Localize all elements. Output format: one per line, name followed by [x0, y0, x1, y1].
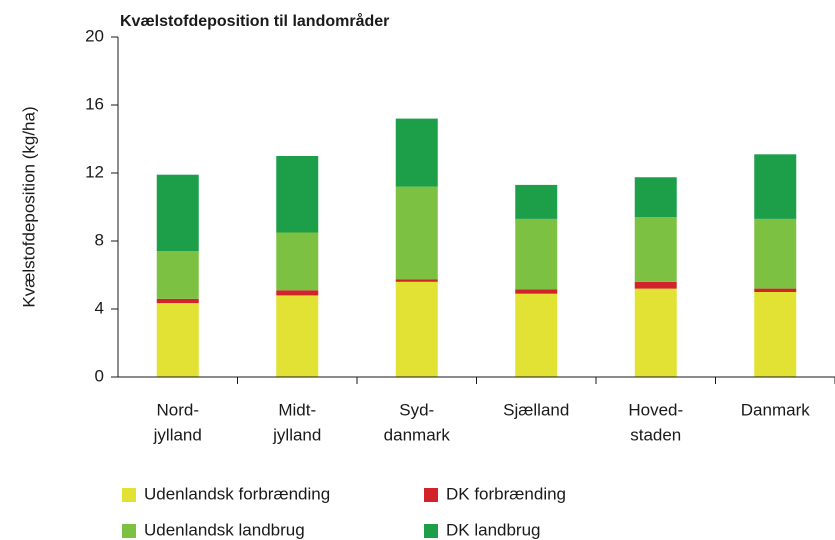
- bar-segment: [276, 156, 319, 233]
- x-tick-label: staden: [630, 425, 681, 444]
- bar-segment: [634, 281, 677, 289]
- x-tick-label: Syd-: [399, 400, 434, 419]
- bar-segment: [515, 293, 558, 377]
- x-tick-label: Midt-: [278, 400, 316, 419]
- bar-segment: [515, 218, 558, 290]
- bar-segment: [754, 292, 797, 377]
- y-tick-label: 8: [95, 230, 104, 249]
- bar-segment: [515, 289, 558, 294]
- x-tick-label: Hoved-: [628, 400, 683, 419]
- legend-swatch: [122, 524, 136, 538]
- y-tick-label: 4: [95, 298, 104, 317]
- legend-label: DK landbrug: [446, 520, 541, 539]
- x-tick-label: Nord-: [156, 400, 199, 419]
- bar-segment: [395, 118, 438, 187]
- bar-segment: [515, 184, 558, 219]
- legend-swatch: [122, 488, 136, 502]
- x-tick-label: jylland: [272, 425, 321, 444]
- y-tick-label: 16: [85, 94, 104, 113]
- bar-segment: [156, 174, 199, 252]
- y-tick-label: 20: [85, 26, 104, 45]
- bar-segment: [156, 303, 199, 377]
- bar-segment: [276, 232, 319, 291]
- x-tick-label: jylland: [153, 425, 202, 444]
- bar-segment: [395, 279, 438, 282]
- legend-swatch: [424, 488, 438, 502]
- x-tick-label: Danmark: [741, 400, 810, 419]
- bar-segment: [754, 288, 797, 292]
- chart-title: Kvælstofdeposition til landområder: [120, 12, 389, 30]
- bar-segment: [156, 251, 199, 299]
- legend-label: DK forbrænding: [446, 484, 566, 503]
- bar-segment: [754, 218, 797, 289]
- bar-segment: [156, 298, 199, 304]
- bar-segment: [634, 217, 677, 282]
- bar-segment: [395, 281, 438, 377]
- legend-swatch: [424, 524, 438, 538]
- legend-label: Udenlandsk landbrug: [144, 520, 305, 539]
- bar-segment: [634, 288, 677, 377]
- bar-segment: [395, 186, 438, 280]
- x-tick-label: Sjælland: [503, 400, 569, 419]
- legend-label: Udenlandsk forbrænding: [144, 484, 330, 503]
- x-tick-label: danmark: [384, 425, 451, 444]
- bar-segment: [754, 154, 797, 219]
- y-tick-label: 0: [95, 366, 104, 385]
- bar-segment: [634, 177, 677, 218]
- bar-segment: [276, 290, 319, 296]
- y-axis-label: Kvælstofdeposition (kg/ha): [19, 106, 38, 307]
- bar-segment: [276, 295, 319, 377]
- y-tick-label: 12: [85, 162, 104, 181]
